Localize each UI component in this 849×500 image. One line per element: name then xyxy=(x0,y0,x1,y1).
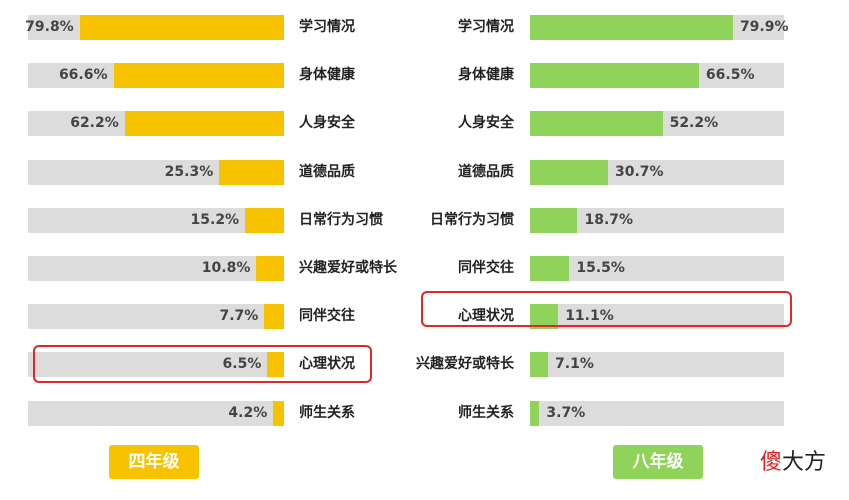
grade-4-bar xyxy=(124,111,284,137)
grade-8-category-label: 心理状况 xyxy=(458,308,514,325)
grade-8-bar xyxy=(530,256,570,281)
grade-4-bar-track xyxy=(28,352,284,378)
grade-4-bar xyxy=(79,15,284,40)
grade-8-value-label: 52.2% xyxy=(669,115,719,132)
grade-4-value-label: 66.6% xyxy=(58,67,108,84)
grade-8-bar-track xyxy=(530,352,784,378)
grade-4-category-label: 学习情况 xyxy=(299,19,355,35)
grade-8-value-label: 15.5% xyxy=(576,260,625,276)
grade-8-category-label: 师生关系 xyxy=(458,404,514,421)
grade-4-bar xyxy=(245,207,284,233)
grade-4-bar xyxy=(273,400,284,426)
grade-8-category-label: 同伴交往 xyxy=(458,260,514,276)
grade-8-value-label: 7.1% xyxy=(555,356,594,373)
grade-4-bar xyxy=(219,159,284,185)
grade-8-value-label: 66.5% xyxy=(705,67,755,84)
grade-4-value-label: 15.2% xyxy=(190,211,240,228)
grade-8-bar xyxy=(530,111,663,137)
grade-8-bar-track xyxy=(530,400,784,426)
watermark-first-char: 傻 xyxy=(760,450,783,475)
grade-4-category-label: 师生关系 xyxy=(299,404,355,421)
grade-8-bar xyxy=(530,400,540,426)
grade-8-bar xyxy=(530,15,733,40)
grade-8-badge: 八年级 xyxy=(613,445,703,479)
grade-4-category-label: 日常行为习惯 xyxy=(299,211,383,228)
grade-8-bar xyxy=(530,304,559,330)
grade-4-highlight-box xyxy=(33,345,372,384)
grade-8-category-label: 日常行为习惯 xyxy=(430,211,514,228)
grade-8-bar xyxy=(530,159,608,185)
grade-4-category-label: 人身安全 xyxy=(299,115,355,132)
grade-4-category-label: 同伴交往 xyxy=(299,308,355,325)
grade-8-value-label: 11.1% xyxy=(565,308,614,325)
grade-8-value-label: 79.9% xyxy=(739,19,789,35)
grade-4-value-label: 4.2% xyxy=(228,404,268,421)
grade-8-bar xyxy=(530,63,699,89)
grade-8-category-label: 兴趣爱好或特长 xyxy=(416,356,514,373)
grade-8-bar xyxy=(530,207,578,233)
grade-4-category-label: 道德品质 xyxy=(299,163,355,180)
grade-4-bar xyxy=(256,256,284,281)
grade-4-bar xyxy=(267,352,284,378)
grade-8-bar xyxy=(530,352,549,378)
grade-8-bar-track xyxy=(530,256,784,281)
grade-8-category-label: 学习情况 xyxy=(458,19,514,35)
grade-4-bar-track xyxy=(28,304,284,330)
grade-4-value-label: 25.3% xyxy=(164,163,214,180)
grade-4-bar xyxy=(113,63,284,89)
grade-4-value-label: 10.8% xyxy=(201,260,251,276)
grade-4-bar xyxy=(264,304,284,330)
grade-8-bar-track xyxy=(530,304,784,330)
grade-4-value-label: 6.5% xyxy=(222,356,262,373)
watermark: 傻大方 xyxy=(760,449,826,477)
grade-8-value-label: 3.7% xyxy=(546,404,586,421)
grade-4-bar-track xyxy=(28,400,284,426)
grade-8-value-label: 18.7% xyxy=(584,211,634,228)
grade-4-value-label: 62.2% xyxy=(70,115,119,132)
grade-4-bar-track xyxy=(28,207,284,233)
grade-4-value-label: 79.8% xyxy=(25,19,74,35)
grade-4-badge: 四年级 xyxy=(109,445,199,479)
grade-8-category-label: 人身安全 xyxy=(458,115,514,132)
grade-4-category-label: 身体健康 xyxy=(299,67,355,84)
grade-8-highlight-box xyxy=(421,291,792,328)
watermark-rest: 大方 xyxy=(782,450,827,475)
grade-4-category-label: 心理状况 xyxy=(299,356,355,373)
grade-4-category-label: 兴趣爱好或特长 xyxy=(299,260,397,276)
grade-4-bar-track xyxy=(28,256,284,281)
grade-8-value-label: 30.7% xyxy=(614,163,664,180)
grade-4-value-label: 7.7% xyxy=(219,308,259,325)
grade-8-category-label: 身体健康 xyxy=(458,67,514,84)
grade-8-category-label: 道德品质 xyxy=(458,163,514,180)
